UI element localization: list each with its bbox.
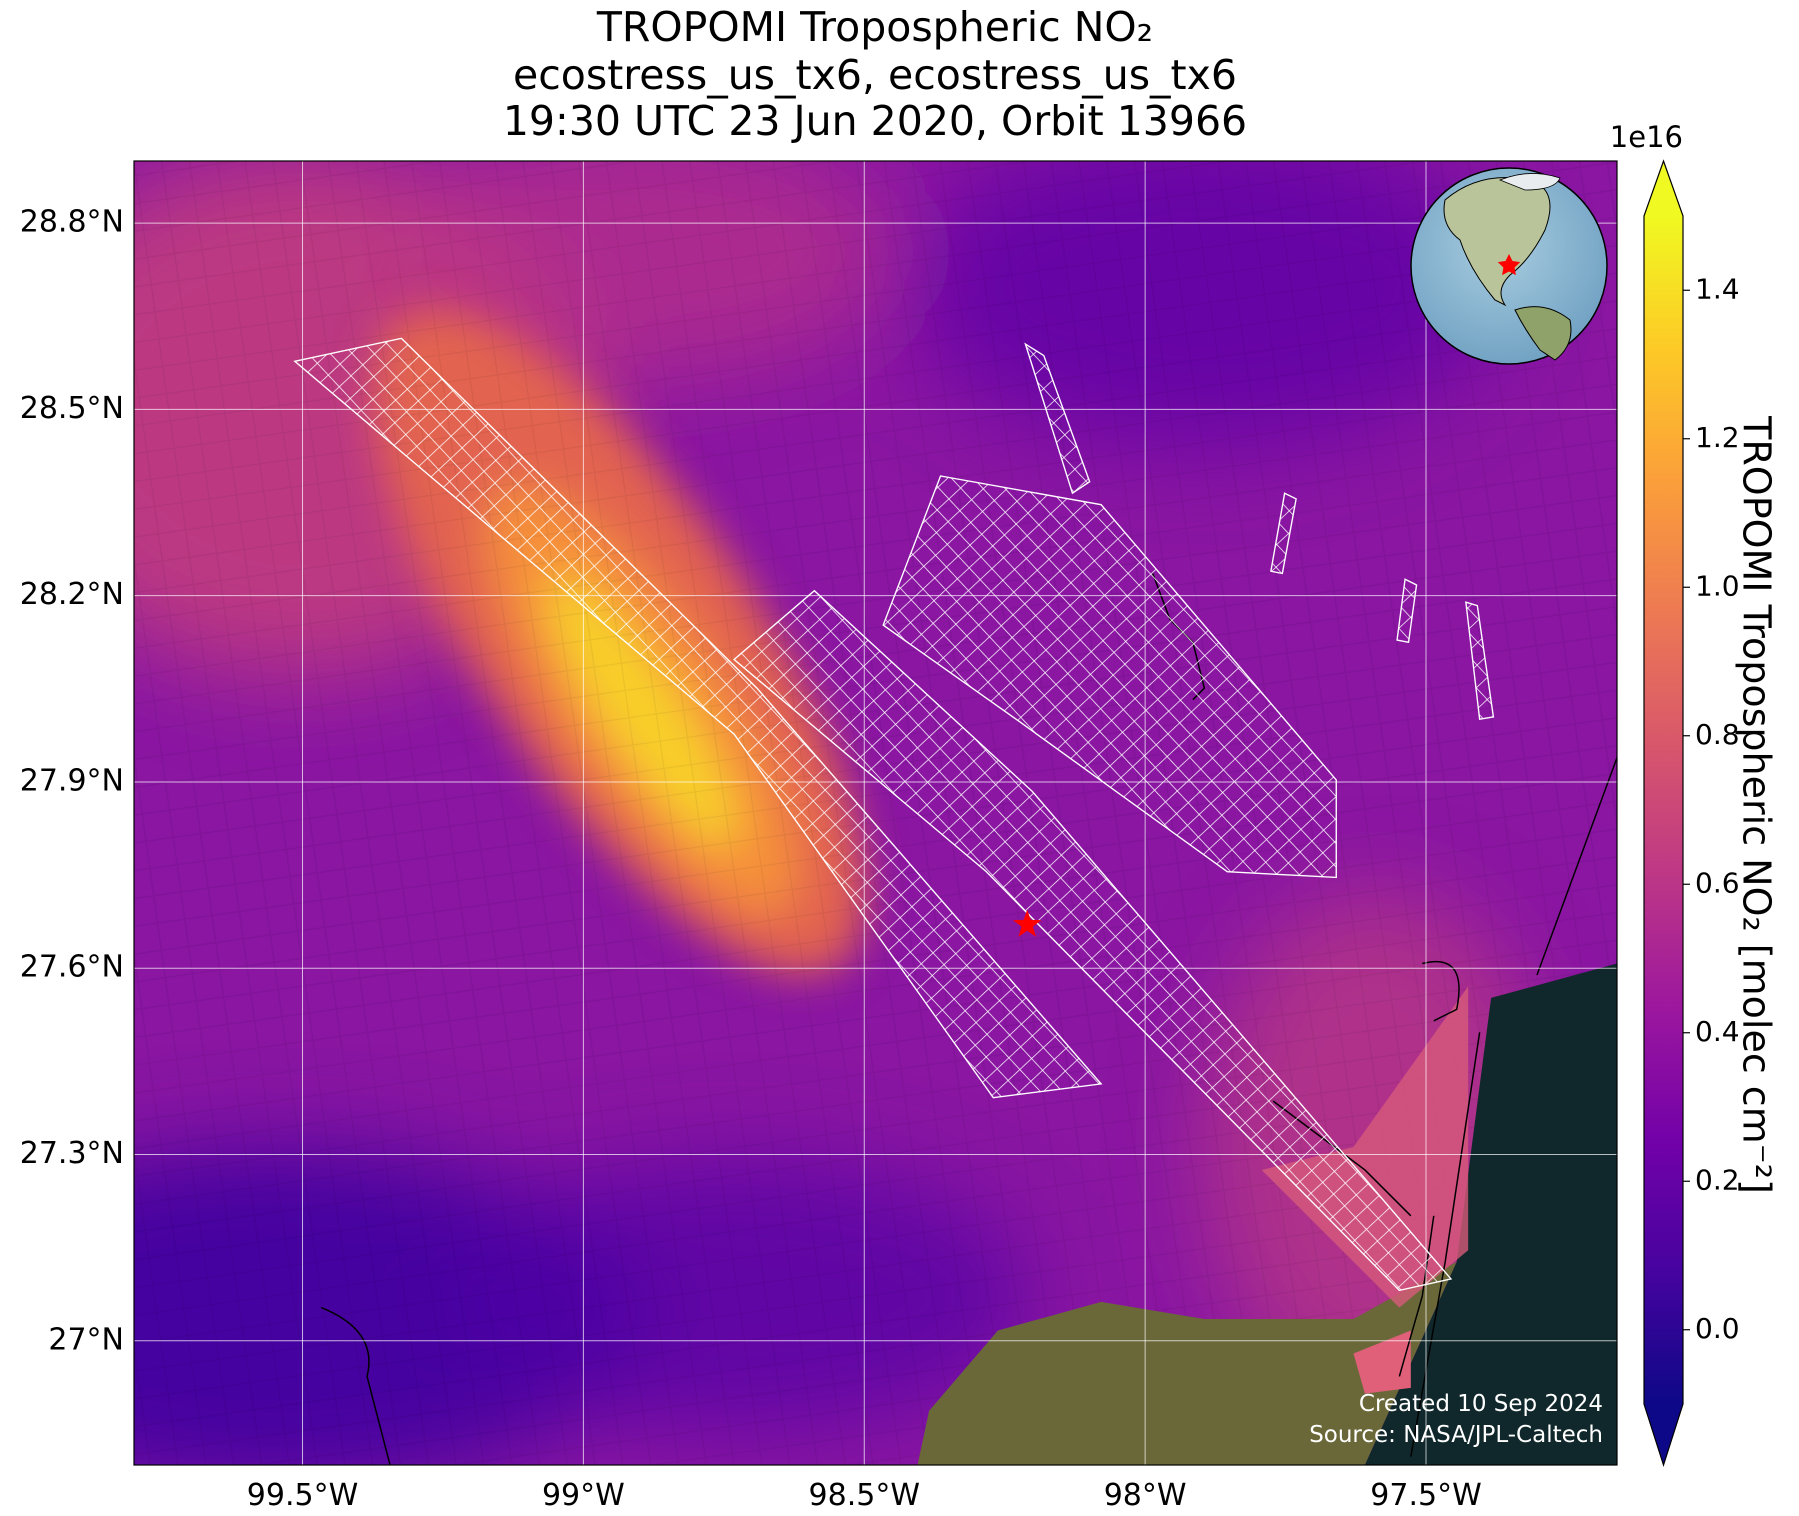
site-marker	[1012, 909, 1042, 937]
colorbar-tick-label: 0.0	[1695, 1312, 1740, 1345]
x-tick-label: 99°W	[542, 1478, 625, 1513]
title-line: ecostress_us_tx6, ecostress_us_tx6	[513, 51, 1237, 99]
map-frame	[133, 160, 1618, 1466]
colorbar-tick-label: 0.6	[1695, 866, 1740, 899]
colorbar-tick-label: 0.8	[1695, 718, 1740, 751]
x-tick-label: 98.5°W	[809, 1478, 920, 1513]
y-tick-label: 28.8°N	[20, 205, 124, 240]
x-tick-label: 98°W	[1104, 1478, 1187, 1513]
colorbar-tick-label: 0.4	[1695, 1015, 1740, 1048]
colorbar-scale	[1644, 216, 1683, 1404]
colorbar-tick-label: 1.2	[1695, 421, 1740, 454]
y-tick-label: 27.9°N	[20, 763, 124, 798]
colorbar-extend-min	[1644, 1404, 1683, 1465]
graticule	[134, 161, 1617, 1465]
colorbar-tick-label: 1.4	[1695, 272, 1740, 305]
credit: Source: NASA/JPL-Caltech	[1309, 1422, 1603, 1448]
colorbar-multiplier: 1e16	[1610, 120, 1683, 154]
colorbar-tick-label: 0.2	[1695, 1163, 1740, 1196]
colorbar-tick-label: 1.0	[1695, 569, 1740, 602]
colorbar-extend-max	[1644, 161, 1683, 216]
y-tick-label: 28.5°N	[20, 391, 124, 426]
locator-globe	[1410, 167, 1608, 365]
colorbar	[1643, 159, 1690, 1467]
y-tick-label: 27.3°N	[20, 1136, 124, 1171]
y-tick-label: 27.6°N	[20, 950, 124, 985]
y-tick-label: 28.2°N	[20, 577, 124, 612]
credit: Created 10 Sep 2024	[1359, 1391, 1603, 1417]
colorbar-outline	[1643, 159, 1684, 1467]
x-tick-label: 97.5°W	[1370, 1478, 1481, 1513]
title: TROPOMI Tropospheric NO₂ ecostress_us_tx…	[503, 3, 1247, 145]
no2-field	[134, 161, 1617, 1465]
y-tick-label: 27°N	[48, 1322, 124, 1357]
title-line: 19:30 UTC 23 Jun 2020, Orbit 13966	[503, 97, 1247, 145]
colorbar-label: TROPOMI Tropospheric NO₂ [molec cm⁻²]	[1735, 415, 1779, 1194]
x-tick-label: 99.5°W	[247, 1478, 358, 1513]
title-line: TROPOMI Tropospheric NO₂	[596, 3, 1153, 51]
